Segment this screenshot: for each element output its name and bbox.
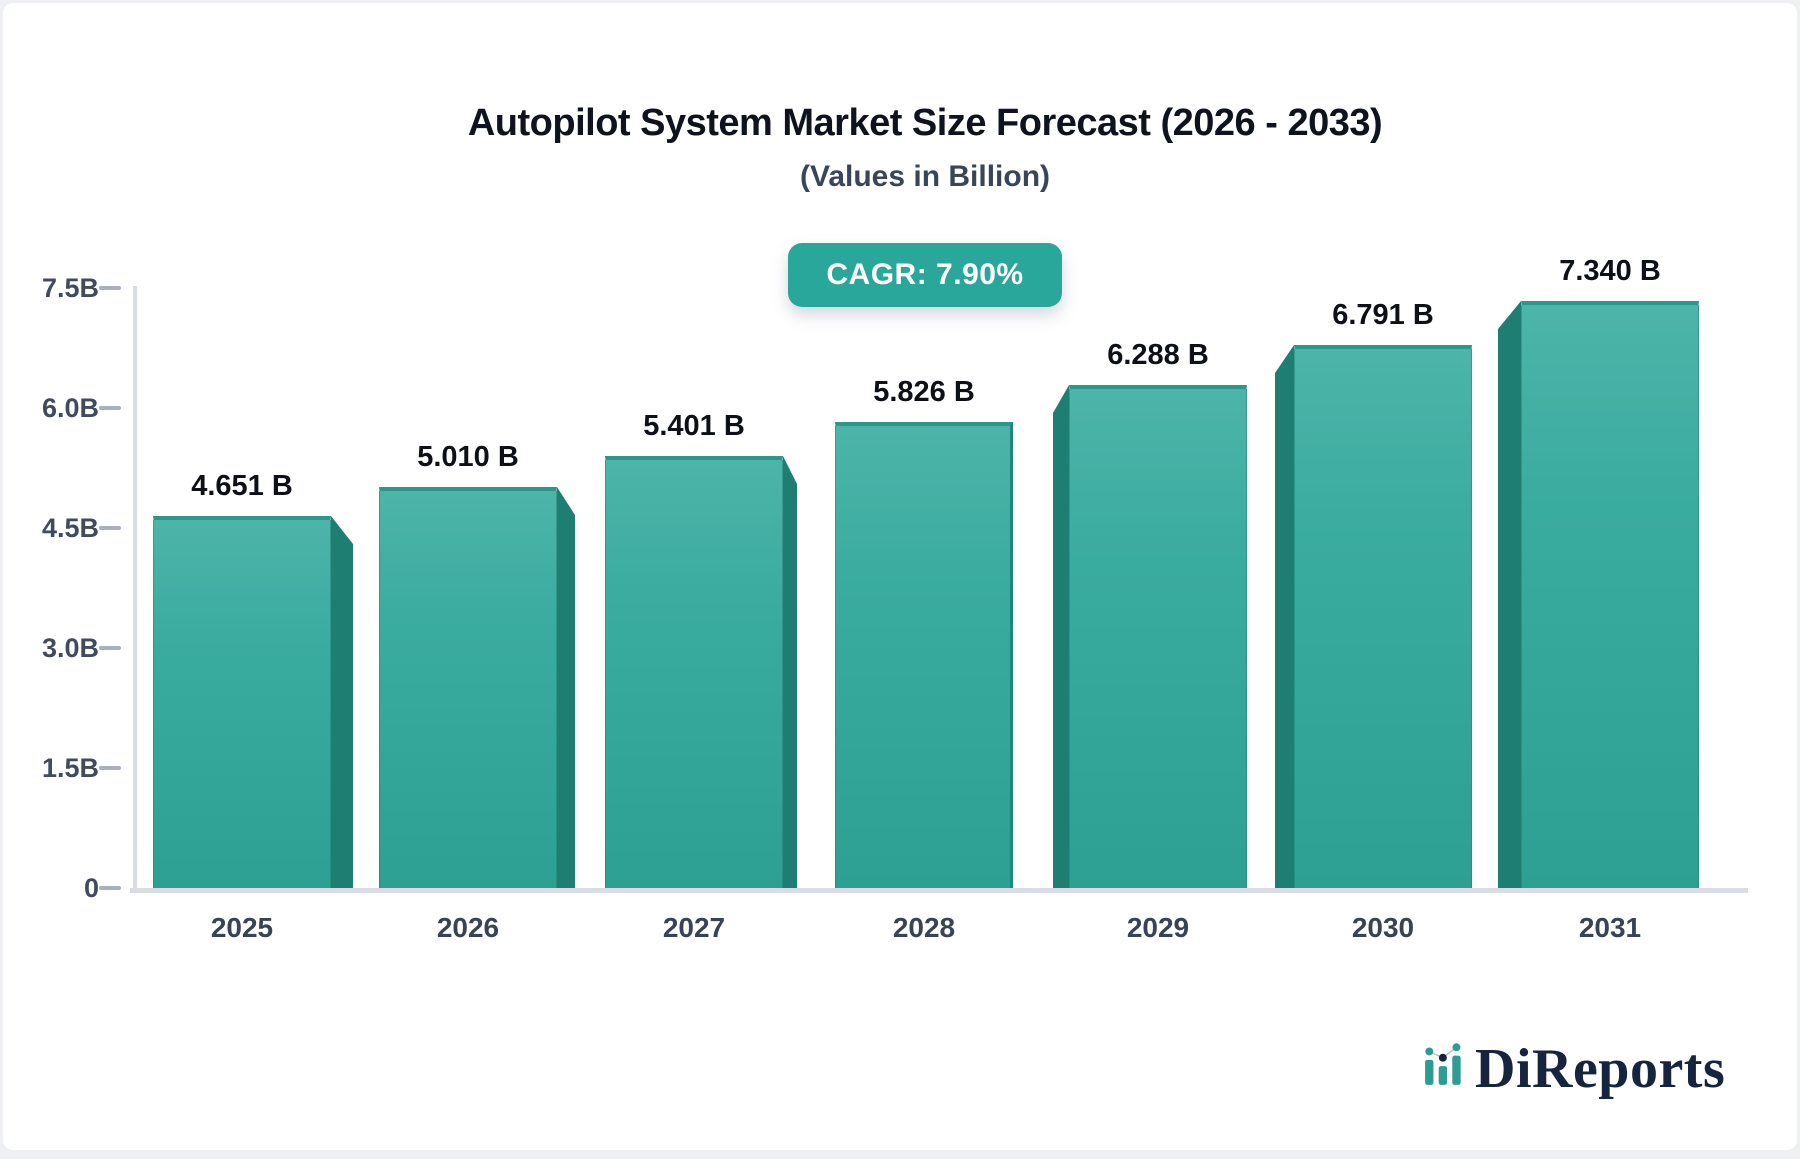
bar-3d-side-2026 [557,487,575,888]
y-tick-label-3.0B: 3.0B [41,633,99,663]
x-axis-label-2031: 2031 [1578,912,1642,943]
chart-header: Autopilot System Market Size Forecast (2… [53,99,1797,307]
bar-3d-side-2029 [1053,385,1069,888]
direports-logo-text: DiReports [1475,1038,1726,1100]
bar-face-2031 [1521,301,1699,888]
bar-2029 [1053,385,1247,888]
y-tick-label-6.0B: 6.0B [41,393,99,423]
x-axis-line [130,888,1748,893]
y-tick-mark [99,766,121,770]
y-tick-label-4.5B: 4.5B [41,513,99,543]
bar-2028 [835,422,1013,888]
chart-card: Autopilot System Market Size Forecast (2… [3,3,1797,1150]
bar-face-2025 [153,516,331,888]
bar-face-2029 [1069,385,1247,888]
x-axis-label-2029: 2029 [1126,912,1190,943]
bar-value-label-2030: 6.791 B [1332,299,1434,331]
bar-2031 [1498,301,1699,888]
y-tick-label-7.5B: 7.5B [41,273,99,303]
plot-area: 7.5B 6.0B 4.5B 3.0B 1.5B 0 4.651 B 5.010 B 5.40… [3,3,1800,1159]
bar-face-2027 [605,456,783,888]
x-axis-label-2025: 2025 [210,912,274,943]
chart-title: Autopilot System Market Size Forecast (2… [467,102,1383,144]
bar-3d-side-2030 [1275,345,1294,888]
x-axis-label-2027: 2027 [662,912,726,943]
bar-3d-side-2027 [783,456,797,888]
bar-3d-side-2031 [1498,301,1521,888]
bar-value-label-2025: 4.651 B [191,470,293,502]
bar-2025 [153,516,353,888]
y-tick-mark [99,406,121,410]
bar-face-2030 [1294,345,1472,888]
y-tick-mark [99,526,121,530]
x-axis-label-2026: 2026 [436,912,500,943]
bar-value-label-2031: 7.340 B [1559,255,1661,287]
cagr-badge: CAGR: 7.90% [788,243,1062,307]
bar-value-label-2026: 5.010 B [417,441,519,473]
bar-value-label-2029: 6.288 B [1107,339,1209,371]
bar-2026 [379,487,575,888]
direports-logo-icon [1425,1043,1461,1085]
bar-3d-side-2025 [331,516,353,888]
bar-value-label-2027: 5.401 B [643,410,745,442]
x-axis-label-2028: 2028 [892,912,956,943]
chart-subtitle: (Values in Billion) [799,160,1051,193]
bar-2030 [1275,345,1472,888]
y-tick-mark [99,886,121,890]
x-axis-label-2030: 2030 [1351,912,1415,943]
y-tick-mark [99,286,121,290]
y-tick-mark [99,646,121,650]
y-tick-label-1.5B: 1.5B [41,753,99,783]
y-axis-line [133,286,137,891]
bar-2027 [605,456,797,888]
bar-face-2026 [379,487,557,888]
bar-value-label-2028: 5.826 B [873,376,975,408]
bar-face-2028 [835,422,1013,888]
direports-logo[interactable]: DiReports [1423,1041,1725,1097]
y-tick-label-0: 0 [83,873,99,903]
